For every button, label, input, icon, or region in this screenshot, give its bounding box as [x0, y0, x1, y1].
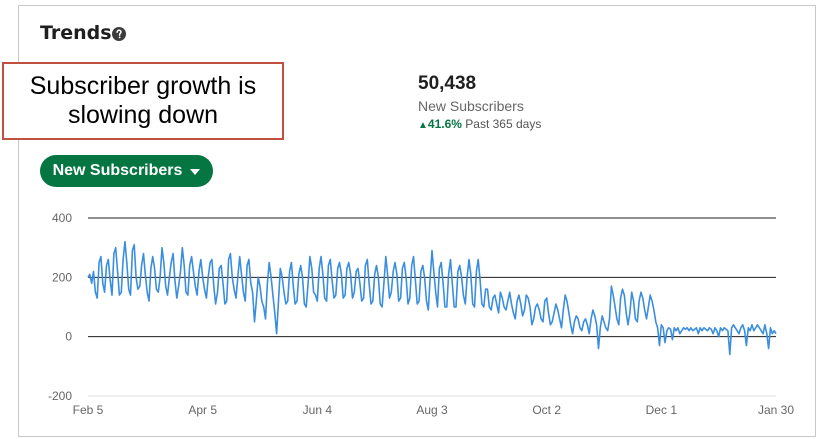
x-tick-label: Jun 4 [303, 403, 333, 417]
card-title: Trends [40, 22, 112, 44]
kpi-change-percent: 41.6% [427, 117, 462, 131]
y-tick-label: -200 [48, 389, 72, 403]
x-tick-label: Dec 1 [646, 403, 678, 417]
metric-dropdown-label: New Subscribers [52, 162, 183, 179]
metric-dropdown-button[interactable]: New Subscribers [40, 155, 213, 187]
y-tick-label: 0 [65, 330, 72, 344]
kpi-label: New Subscribers [418, 98, 524, 114]
series-line [87, 240, 777, 356]
y-tick-label: 200 [52, 270, 72, 284]
x-tick-label: Apr 5 [188, 403, 217, 417]
triangle-up-icon: ▲ [418, 120, 428, 131]
x-tick-label: Feb 5 [73, 403, 104, 417]
x-tick-label: Jan 30 [758, 403, 794, 417]
annotation-callout: Subscriber growth is slowing down [2, 62, 284, 140]
kpi-value: 50,438 [418, 73, 477, 94]
kpi-change-period: Past 365 days [465, 117, 542, 131]
annotation-text: Subscriber growth is slowing down [29, 72, 257, 129]
question-circle-icon[interactable] [112, 27, 126, 41]
y-tick-label: 400 [52, 211, 72, 225]
kpi-change: ▲41.6% Past 365 days [418, 117, 541, 131]
x-tick-label: Oct 2 [532, 403, 561, 417]
caret-down-icon [190, 169, 201, 175]
x-tick-label: Aug 3 [416, 403, 448, 417]
